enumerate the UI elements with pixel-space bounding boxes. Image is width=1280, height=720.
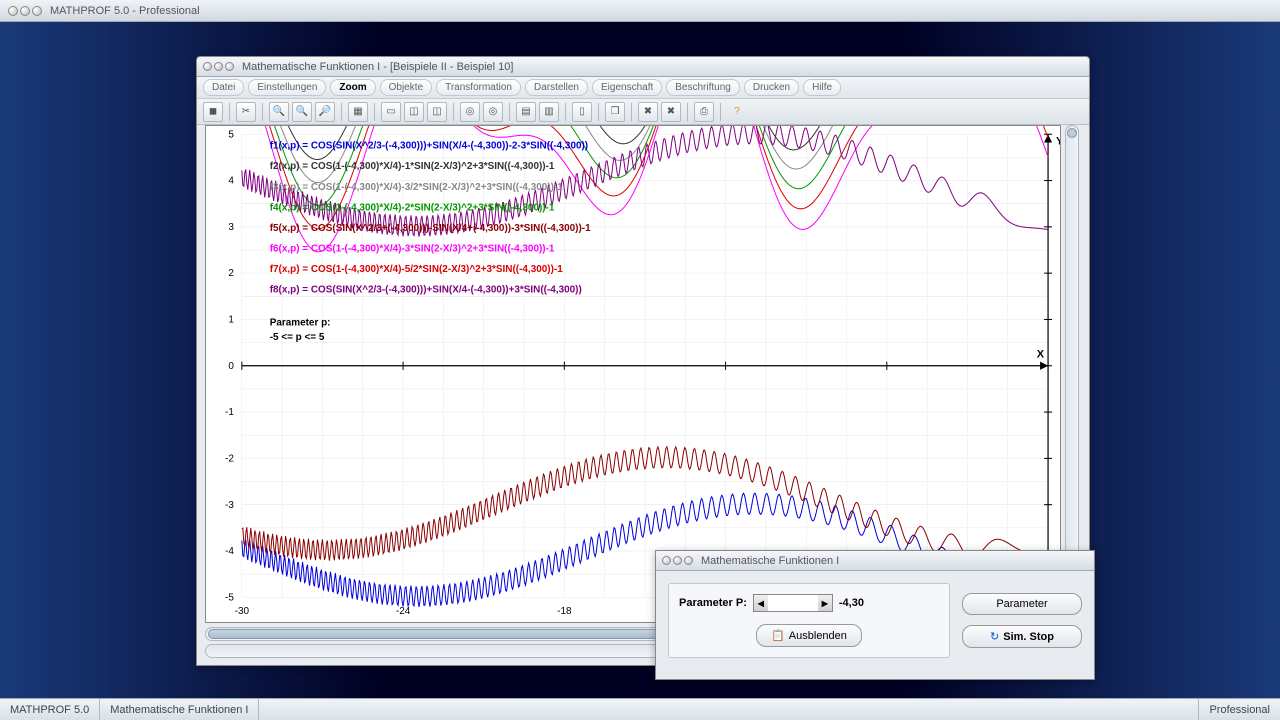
parameter-panel: Mathematische Funktionen I Parameter P: … <box>655 550 1095 680</box>
tool-delete2-icon[interactable]: ✖ <box>661 102 681 122</box>
tool-zoomin-icon[interactable]: 🔍 <box>269 102 289 122</box>
menu-objekte[interactable]: Objekte <box>380 79 432 96</box>
tool-target-icon[interactable]: ◎ <box>460 102 480 122</box>
menu-beschriftung[interactable]: Beschriftung <box>666 79 740 96</box>
svg-text:f5(x,p) = COS(SIN(X^2/3+(-4,30: f5(x,p) = COS(SIN(X^2/3+(-4,300)))-SIN(X… <box>270 223 591 234</box>
window-control-icon[interactable] <box>203 62 212 71</box>
chart-window-title: Mathematische Funktionen I - [Beispiele … <box>242 61 513 73</box>
spinner-left-icon[interactable]: ◀ <box>754 595 768 611</box>
svg-text:-4: -4 <box>225 546 234 557</box>
param-titlebar[interactable]: Mathematische Funktionen I <box>656 551 1094 571</box>
tool-config2-icon[interactable]: ▥ <box>539 102 559 122</box>
sim-stop-button[interactable]: ↻ Sim. Stop <box>962 625 1082 648</box>
window-control-icon[interactable] <box>662 556 671 565</box>
window-control-icon[interactable] <box>673 556 682 565</box>
svg-text:X: X <box>1037 348 1045 360</box>
svg-text:f8(x,p) = COS(SIN(X^2/3-(-4,30: f8(x,p) = COS(SIN(X^2/3-(-4,300)))+SIN(X… <box>270 285 582 296</box>
svg-text:-18: -18 <box>557 606 572 617</box>
svg-text:Y: Y <box>1056 135 1060 147</box>
window-control-icon[interactable] <box>225 62 234 71</box>
svg-text:-3: -3 <box>225 500 234 511</box>
tool-grid-icon[interactable]: ▦ <box>348 102 368 122</box>
svg-text:f1(x,p) = COS(SIN(X^2/3-(-4,30: f1(x,p) = COS(SIN(X^2/3-(-4,300)))+SIN(X… <box>270 141 588 152</box>
tool-zoomout-icon[interactable]: 🔍 <box>292 102 312 122</box>
menu-eigenschaft[interactable]: Eigenschaft <box>592 79 662 96</box>
app-title: MATHPROF 5.0 - Professional <box>50 5 200 17</box>
menu-zoom[interactable]: Zoom <box>330 79 375 96</box>
tool-delete-icon[interactable]: ✖ <box>638 102 658 122</box>
tool-zoomfit-icon[interactable]: 🔎 <box>315 102 335 122</box>
svg-text:3: 3 <box>228 222 234 233</box>
svg-text:-24: -24 <box>396 606 411 617</box>
tool-stop-icon[interactable]: ◼ <box>203 102 223 122</box>
spinner-right-icon[interactable]: ▶ <box>818 595 832 611</box>
tool-help-icon[interactable]: ? <box>727 102 747 122</box>
param-value: -4,30 <box>839 597 864 609</box>
menubar: DateiEinstellungenZoom ObjekteTransformat… <box>197 77 1089 99</box>
refresh-icon: ↻ <box>990 630 999 643</box>
tool-print-icon[interactable]: ⎙ <box>694 102 714 122</box>
parameter-button[interactable]: Parameter <box>962 593 1082 615</box>
status-cell-1: MATHPROF 5.0 <box>0 699 100 720</box>
param-label: Parameter P: <box>679 597 747 609</box>
menu-einstellungen[interactable]: Einstellungen <box>248 79 326 96</box>
menu-hilfe[interactable]: Hilfe <box>803 79 841 96</box>
mdi-area: Mathematische Funktionen I - [Beispiele … <box>0 22 1280 698</box>
hide-button[interactable]: 📋 Ausblenden <box>756 624 862 647</box>
svg-text:Parameter p:: Parameter p: <box>270 318 331 329</box>
window-control-icon[interactable] <box>214 62 223 71</box>
tool-target2-icon[interactable]: ◎ <box>483 102 503 122</box>
window-control-icon[interactable] <box>8 6 18 16</box>
tool-cut-icon[interactable]: ✂ <box>236 102 256 122</box>
hide-icon: 📋 <box>771 629 785 642</box>
svg-text:5: 5 <box>228 129 234 140</box>
tool-panel3-icon[interactable]: ◫ <box>427 102 447 122</box>
menu-datei[interactable]: Datei <box>203 79 244 96</box>
svg-text:-30: -30 <box>235 606 250 617</box>
scrollbar-vertical[interactable] <box>1065 125 1079 623</box>
status-cell-2: Mathematische Funktionen I <box>100 699 259 720</box>
svg-text:f6(x,p) = COS(1-(-4,300)*X/4)-: f6(x,p) = COS(1-(-4,300)*X/4)-3*SIN(2-X/… <box>270 243 555 254</box>
window-control-icon[interactable] <box>684 556 693 565</box>
tool-chart-icon[interactable]: ▯ <box>572 102 592 122</box>
main-app-window: MATHPROF 5.0 - Professional Mathematisch… <box>0 0 1280 720</box>
menu-darstellen[interactable]: Darstellen <box>525 79 588 96</box>
tool-config-icon[interactable]: ▤ <box>516 102 536 122</box>
tool-panel2-icon[interactable]: ◫ <box>404 102 424 122</box>
svg-text:0: 0 <box>228 361 234 372</box>
svg-text:1: 1 <box>228 314 234 325</box>
toolbar: ◼ ✂ 🔍 🔍 🔎 ▦ ▭ ◫ ◫ ◎ ◎ <box>197 99 1089 125</box>
param-spinner[interactable]: ◀ ▶ <box>753 594 833 612</box>
svg-text:f3(x,p) = COS(1-(-4,300)*X/4)-: f3(x,p) = COS(1-(-4,300)*X/4)-3/2*SIN(2-… <box>270 182 563 193</box>
status-cell-right: Professional <box>1198 699 1280 720</box>
svg-text:-2: -2 <box>225 453 234 464</box>
menu-transformation[interactable]: Transformation <box>436 79 521 96</box>
svg-text:4: 4 <box>228 175 234 186</box>
param-panel-title: Mathematische Funktionen I <box>701 555 839 567</box>
statusbar: MATHPROF 5.0 Mathematische Funktionen I … <box>0 698 1280 720</box>
svg-text:-5: -5 <box>225 592 234 603</box>
svg-text:-1: -1 <box>225 407 234 418</box>
window-control-icon[interactable] <box>20 6 30 16</box>
tool-copy-icon[interactable]: ❐ <box>605 102 625 122</box>
chart-canvas[interactable]: XY-30-24-18-12-60-5-4-3-2-1012345f1(x,p)… <box>205 125 1061 623</box>
svg-text:2: 2 <box>228 268 234 279</box>
svg-text:-5 <= p <= 5: -5 <= p <= 5 <box>270 332 325 343</box>
svg-text:f7(x,p) = COS(1-(-4,300)*X/4)-: f7(x,p) = COS(1-(-4,300)*X/4)-5/2*SIN(2-… <box>270 264 563 275</box>
menu-drucken[interactable]: Drucken <box>744 79 799 96</box>
window-control-icon[interactable] <box>32 6 42 16</box>
tool-panel-icon[interactable]: ▭ <box>381 102 401 122</box>
svg-text:f4(x,p) = COS(1-(-4,300)*X/4)-: f4(x,p) = COS(1-(-4,300)*X/4)-2*SIN(2-X/… <box>270 202 555 213</box>
main-titlebar[interactable]: MATHPROF 5.0 - Professional <box>0 0 1280 22</box>
svg-text:f2(x,p) = COS(1-(-4,300)*X/4)-: f2(x,p) = COS(1-(-4,300)*X/4)-1*SIN(2-X/… <box>270 161 555 172</box>
chart-window-titlebar[interactable]: Mathematische Funktionen I - [Beispiele … <box>197 57 1089 77</box>
